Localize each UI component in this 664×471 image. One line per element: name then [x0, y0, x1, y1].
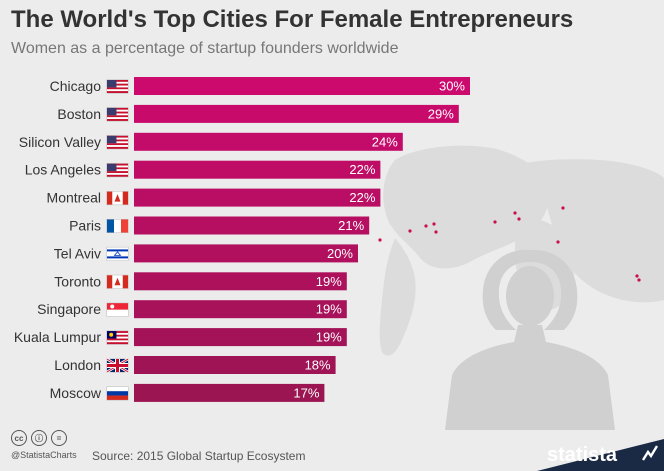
bar-tel-aviv: [134, 244, 358, 263]
bar-chicago: [134, 77, 470, 95]
bar-value-label: 18%: [305, 358, 331, 373]
bar-value-label: 29%: [428, 106, 454, 121]
chart-subtitle: Women as a percentage of startup founder…: [11, 40, 399, 57]
israel-flag-icon: [106, 246, 129, 261]
creative-commons-icon: cc: [11, 430, 27, 446]
statista-wordmark: statista: [547, 444, 618, 466]
bar-los-angeles: [134, 160, 381, 179]
category-label: Silicon Valley: [19, 134, 101, 150]
category-label: Toronto: [54, 273, 101, 289]
canada-flag-icon: [106, 191, 129, 206]
russia-flag-icon: [106, 386, 129, 401]
woman-silhouette-icon: [445, 249, 615, 430]
statista-logo[interactable]: statista: [527, 434, 664, 471]
bar-singapore: [134, 300, 347, 319]
category-label: Kuala Lumpur: [14, 329, 102, 345]
no-derivatives-icon: =: [51, 430, 67, 446]
bar-value-label: 20%: [327, 246, 353, 261]
bar-london: [134, 356, 336, 374]
bar-chart: 30% Chicago 29% Boston 24% Silicon Valley 22% L…: [14, 77, 664, 430]
bar-silicon-valley: [134, 132, 403, 151]
bar-boston: [134, 104, 459, 123]
category-label: London: [54, 357, 101, 373]
map-dots: [378, 206, 641, 282]
us-flag-icon: [106, 79, 129, 94]
us-flag-icon: [106, 163, 129, 178]
twitter-handle: @StatistaCharts: [11, 450, 77, 460]
category-label: Chicago: [50, 78, 102, 94]
bar-value-label: 24%: [372, 134, 398, 149]
bar-value-label: 19%: [316, 330, 342, 345]
bar-value-label: 19%: [316, 274, 342, 289]
canada-flag-icon: [106, 274, 129, 289]
category-label: Moscow: [50, 385, 102, 401]
bar-value-label: 22%: [349, 190, 375, 205]
malaysia-flag-icon: [106, 330, 129, 345]
license-icons: cc ⓘ =: [11, 430, 67, 446]
bar-moscow: [134, 383, 325, 402]
chart-title: The World's Top Cities For Female Entrep…: [11, 6, 574, 33]
bar-montreal: [134, 188, 381, 207]
category-label: Boston: [57, 106, 101, 122]
category-label: Singapore: [37, 301, 101, 317]
uk-flag-icon: [106, 357, 129, 374]
bar-value-label: 19%: [316, 302, 342, 317]
bar-kuala-lumpur: [134, 328, 347, 347]
us-flag-icon: [106, 135, 129, 150]
us-flag-icon: [106, 107, 129, 122]
logo-chart-icon: [641, 445, 659, 461]
source-note: Source: 2015 Global Startup Ecosystem: [92, 449, 306, 463]
category-label: Paris: [69, 218, 101, 234]
category-label: Tel Aviv: [54, 245, 101, 261]
singapore-flag-icon: [106, 302, 129, 317]
france-flag-icon: [106, 219, 129, 233]
attribution-icon: ⓘ: [31, 430, 47, 446]
category-label: Los Angeles: [25, 162, 101, 178]
bar-value-label: 17%: [293, 385, 319, 400]
bar-value-label: 22%: [349, 162, 375, 177]
bar-toronto: [134, 272, 347, 291]
bar-paris: [134, 216, 370, 235]
category-label: Montreal: [47, 190, 101, 206]
bar-value-label: 21%: [338, 218, 364, 233]
bar-value-label: 30%: [439, 79, 465, 94]
